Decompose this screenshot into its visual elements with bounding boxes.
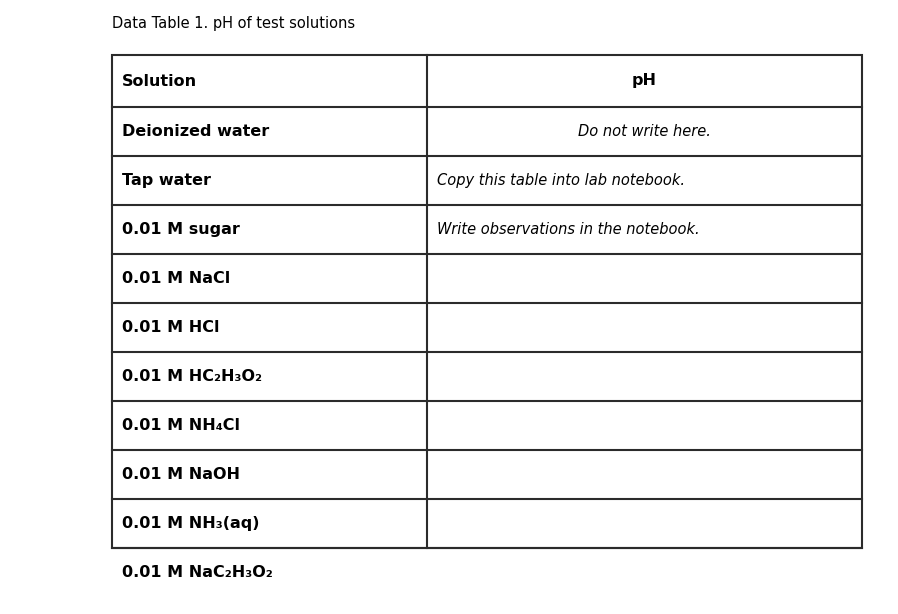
- Text: Do not write here.: Do not write here.: [578, 124, 711, 139]
- Text: 0.01 M HCl: 0.01 M HCl: [122, 320, 219, 335]
- Text: Copy this table into lab notebook.: Copy this table into lab notebook.: [437, 173, 685, 188]
- Text: 0.01 M NaC₂H₃O₂: 0.01 M NaC₂H₃O₂: [122, 565, 273, 580]
- Text: 0.01 M NaOH: 0.01 M NaOH: [122, 467, 240, 482]
- Text: Data Table 1. pH of test solutions: Data Table 1. pH of test solutions: [112, 16, 355, 31]
- Text: 0.01 M NH₃(aq): 0.01 M NH₃(aq): [122, 516, 260, 531]
- Text: Solution: Solution: [122, 74, 198, 88]
- Text: pH: pH: [632, 74, 657, 88]
- Text: 0.01 M NH₄Cl: 0.01 M NH₄Cl: [122, 418, 240, 433]
- Text: Write observations in the notebook.: Write observations in the notebook.: [437, 222, 700, 237]
- Text: 0.01 M sugar: 0.01 M sugar: [122, 222, 240, 237]
- Text: Deionized water: Deionized water: [122, 124, 269, 139]
- Bar: [112, 55, 862, 548]
- Text: 0.01 M NaCl: 0.01 M NaCl: [122, 271, 230, 286]
- Text: Tap water: Tap water: [122, 173, 211, 188]
- Text: 0.01 M HC₂H₃O₂: 0.01 M HC₂H₃O₂: [122, 369, 262, 384]
